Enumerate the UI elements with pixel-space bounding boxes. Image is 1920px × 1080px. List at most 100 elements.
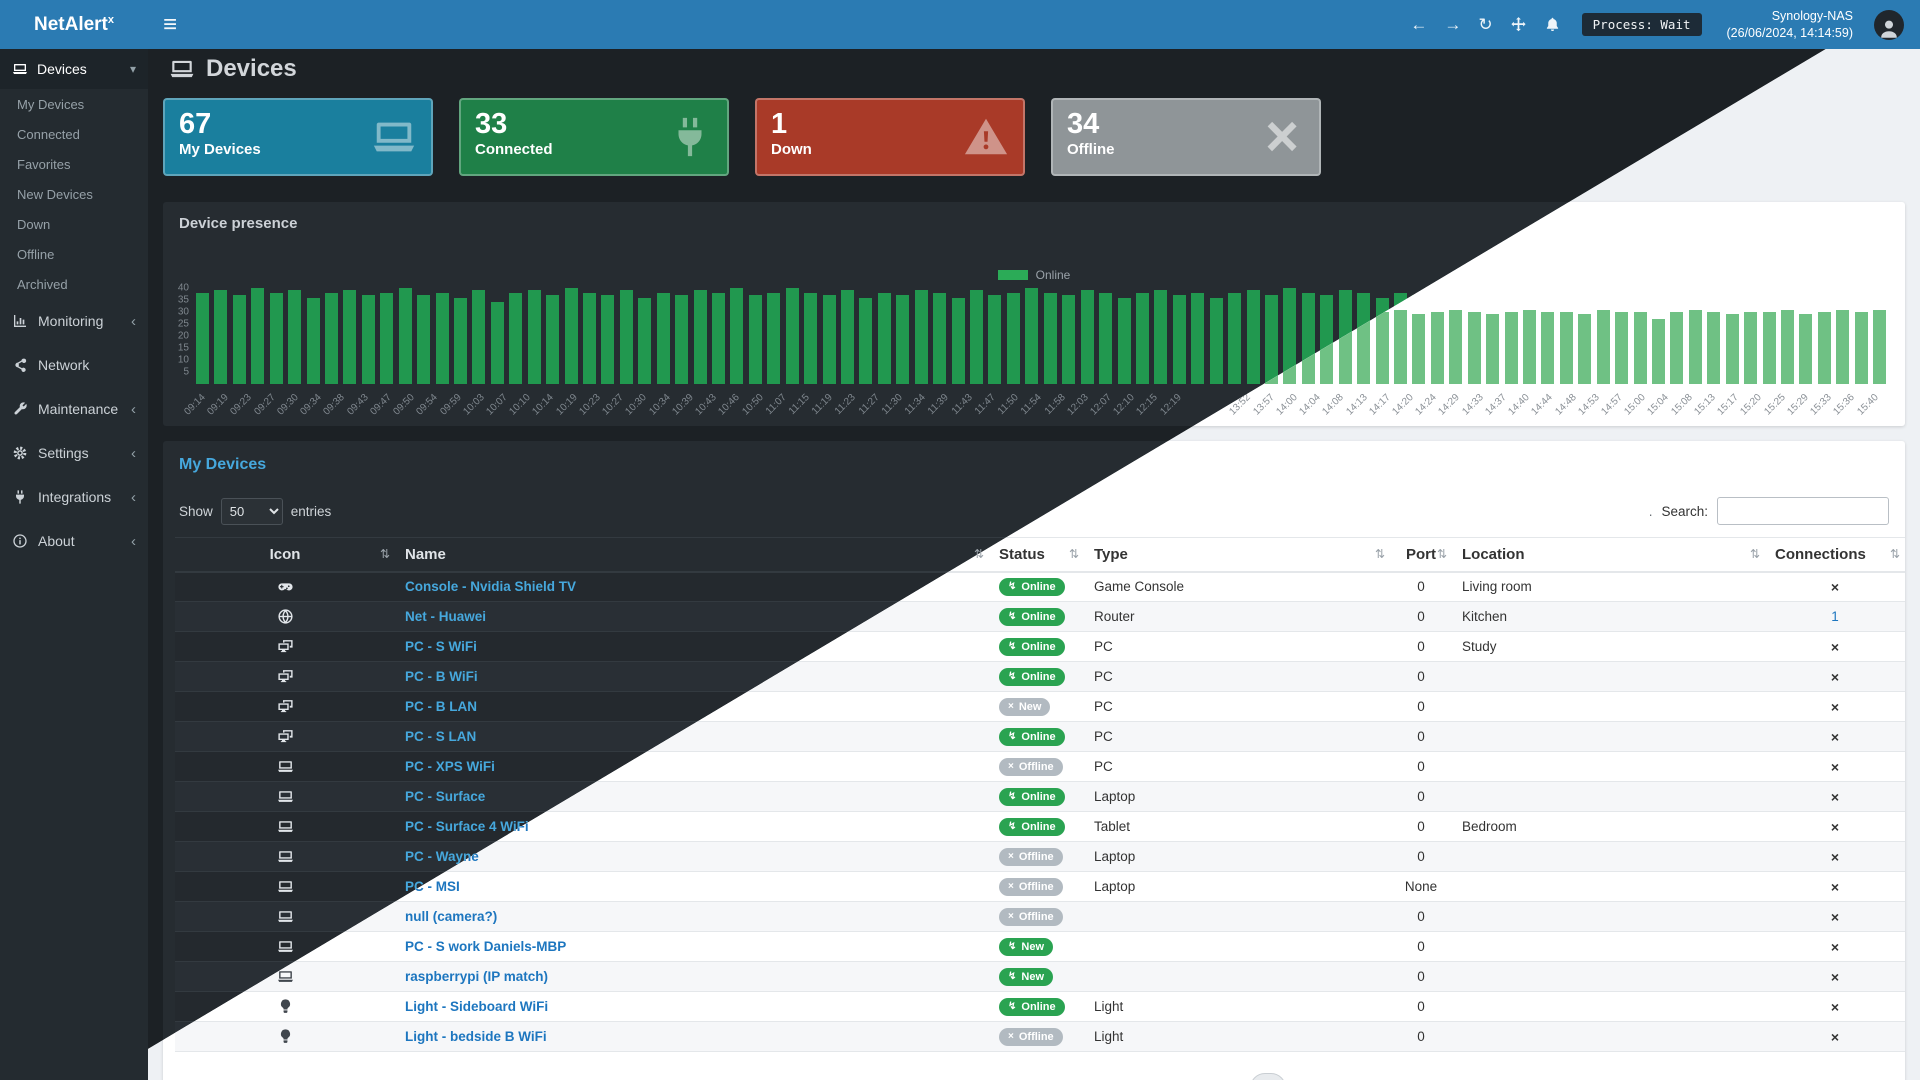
- delete-connection-icon[interactable]: ×: [1830, 878, 1840, 895]
- forward-icon[interactable]: →: [1444, 15, 1462, 34]
- type-cell: Light: [1084, 1021, 1390, 1052]
- device-name-link[interactable]: PC - S LAN: [405, 729, 477, 744]
- sort-icon: ⇅: [1068, 547, 1079, 562]
- device-icon-cell: [175, 751, 395, 782]
- sort-icon: ⇅: [1436, 547, 1447, 562]
- status-cell: ×New: [989, 691, 1084, 722]
- card-value: 33: [475, 108, 508, 140]
- device-name-link[interactable]: PC - S WiFi: [405, 639, 477, 654]
- delete-connection-icon[interactable]: ×: [1830, 848, 1840, 865]
- notification-bell-icon[interactable]: [1544, 16, 1561, 33]
- device-name-link[interactable]: PC - Surface: [405, 789, 486, 804]
- chart-bar: [454, 297, 468, 384]
- device-name-link[interactable]: PC - XPS WiFi: [405, 759, 495, 774]
- delete-connection-icon[interactable]: ×: [1830, 998, 1840, 1015]
- plug-icon: ↯: [1008, 820, 1017, 832]
- refresh-icon[interactable]: ↻: [1478, 15, 1493, 34]
- column-label: Connections: [1775, 545, 1866, 563]
- column-header-type[interactable]: Type ⇅: [1084, 537, 1390, 573]
- status-cell: ↯Online: [989, 661, 1084, 692]
- device-name-cell: Light - Sideboard WiFi: [395, 991, 989, 1022]
- device-name-link[interactable]: null (camera?): [405, 909, 498, 924]
- entries-select[interactable]: 50: [220, 497, 283, 525]
- delete-connection-icon[interactable]: ×: [1830, 818, 1840, 835]
- sidebar-item-favorites[interactable]: Favorites: [17, 156, 71, 172]
- sidebar-item-about[interactable]: About ‹: [0, 519, 148, 563]
- device-icon-cell: [175, 811, 395, 842]
- delete-connection-icon[interactable]: ×: [1830, 578, 1840, 595]
- column-header-port[interactable]: Port⇅: [1390, 537, 1452, 573]
- device-name-link[interactable]: Light - Sideboard WiFi: [405, 999, 549, 1014]
- search-input[interactable]: [1717, 497, 1889, 525]
- device-name-cell: null (camera?): [395, 901, 989, 932]
- chart-bar: [1209, 297, 1223, 384]
- device-name-link[interactable]: Console - Nvidia Shield TV: [405, 579, 577, 595]
- device-name-link[interactable]: PC - S work Daniels-MBP: [405, 939, 567, 954]
- status-cell: ↯Online: [989, 991, 1084, 1022]
- sidebar-item-monitoring[interactable]: Monitoring ‹: [0, 299, 148, 343]
- delete-connection-icon[interactable]: ×: [1830, 638, 1840, 655]
- location-cell: [1452, 931, 1765, 962]
- column-label: Port: [1406, 545, 1436, 563]
- sidebar-toggle-button[interactable]: ≡: [163, 10, 178, 38]
- back-icon[interactable]: ←: [1410, 15, 1428, 34]
- sidebar-item-settings[interactable]: Settings ‹: [0, 431, 148, 475]
- type-cell: Light: [1084, 991, 1390, 1022]
- device-name-link[interactable]: Net - Huawei: [405, 609, 487, 624]
- device-desktop-icon: [277, 638, 294, 655]
- chart-bar: [1264, 295, 1278, 384]
- device-name-link[interactable]: PC - Wayne: [405, 849, 479, 864]
- delete-connection-icon[interactable]: ×: [1830, 968, 1840, 985]
- sidebar-item-archived[interactable]: Archived: [17, 276, 68, 292]
- column-header-status[interactable]: Status ⇅: [989, 537, 1084, 573]
- delete-connection-icon[interactable]: ×: [1830, 758, 1840, 775]
- sidebar-item-down[interactable]: Down: [17, 216, 51, 232]
- user-avatar[interactable]: [1874, 9, 1904, 40]
- sidebar-item-maintenance[interactable]: Maintenance ‹: [0, 387, 148, 431]
- device-name-link[interactable]: raspberrypi (IP match): [405, 969, 549, 984]
- sidebar-item-offline[interactable]: Offline: [17, 246, 55, 262]
- sidebar-item-connected[interactable]: Connected: [17, 126, 80, 142]
- delete-connection-icon[interactable]: ×: [1830, 728, 1840, 745]
- sidebar-item-integrations[interactable]: Integrations ‹: [0, 475, 148, 519]
- device-name-link[interactable]: PC - Surface 4 WiFi: [405, 819, 529, 834]
- status-badge: ×New: [999, 697, 1051, 716]
- connections-link[interactable]: 1: [1831, 609, 1839, 624]
- device-desktop-icon: [277, 728, 294, 745]
- chart-legend[interactable]: Online: [163, 268, 1905, 282]
- delete-connection-icon[interactable]: ×: [1830, 1028, 1840, 1045]
- column-header-name[interactable]: Name ⇅: [395, 537, 989, 573]
- location-cell: [1452, 961, 1765, 992]
- delete-connection-icon[interactable]: ×: [1830, 908, 1840, 925]
- sidebar-item-devices[interactable]: Devices ▾: [0, 49, 148, 89]
- sidebar-item-my-devices[interactable]: My Devices: [17, 96, 85, 112]
- sidebar-item-new-devices[interactable]: New Devices: [17, 186, 93, 202]
- card-label: Offline: [1067, 141, 1115, 159]
- connections-cell: ×: [1765, 961, 1905, 992]
- status-cell: ↯Online: [989, 601, 1084, 632]
- move-icon[interactable]: [1510, 16, 1527, 33]
- chart-bar: [1873, 309, 1887, 384]
- person-icon: [1878, 18, 1900, 40]
- card-value: 34: [1067, 108, 1100, 140]
- delete-connection-icon[interactable]: ×: [1830, 938, 1840, 955]
- delete-connection-icon[interactable]: ×: [1830, 788, 1840, 805]
- device-name-link[interactable]: PC - B LAN: [405, 699, 477, 714]
- delete-connection-icon[interactable]: ×: [1830, 698, 1840, 715]
- column-header-location[interactable]: Location ⇅: [1452, 537, 1765, 573]
- location-cell: Kitchen: [1452, 601, 1765, 632]
- sidebar-item-network[interactable]: Network: [0, 343, 148, 387]
- device-name-link[interactable]: PC - B WiFi: [405, 669, 478, 684]
- pagination-button[interactable]: [1250, 1073, 1286, 1080]
- column-header-connections[interactable]: Connections ⇅: [1765, 537, 1905, 573]
- device-name-link[interactable]: Light - bedside B WiFi: [405, 1029, 547, 1044]
- column-header-icon[interactable]: Icon ⇅: [175, 537, 395, 573]
- wrench-icon: [12, 401, 28, 417]
- delete-connection-icon[interactable]: ×: [1830, 668, 1840, 685]
